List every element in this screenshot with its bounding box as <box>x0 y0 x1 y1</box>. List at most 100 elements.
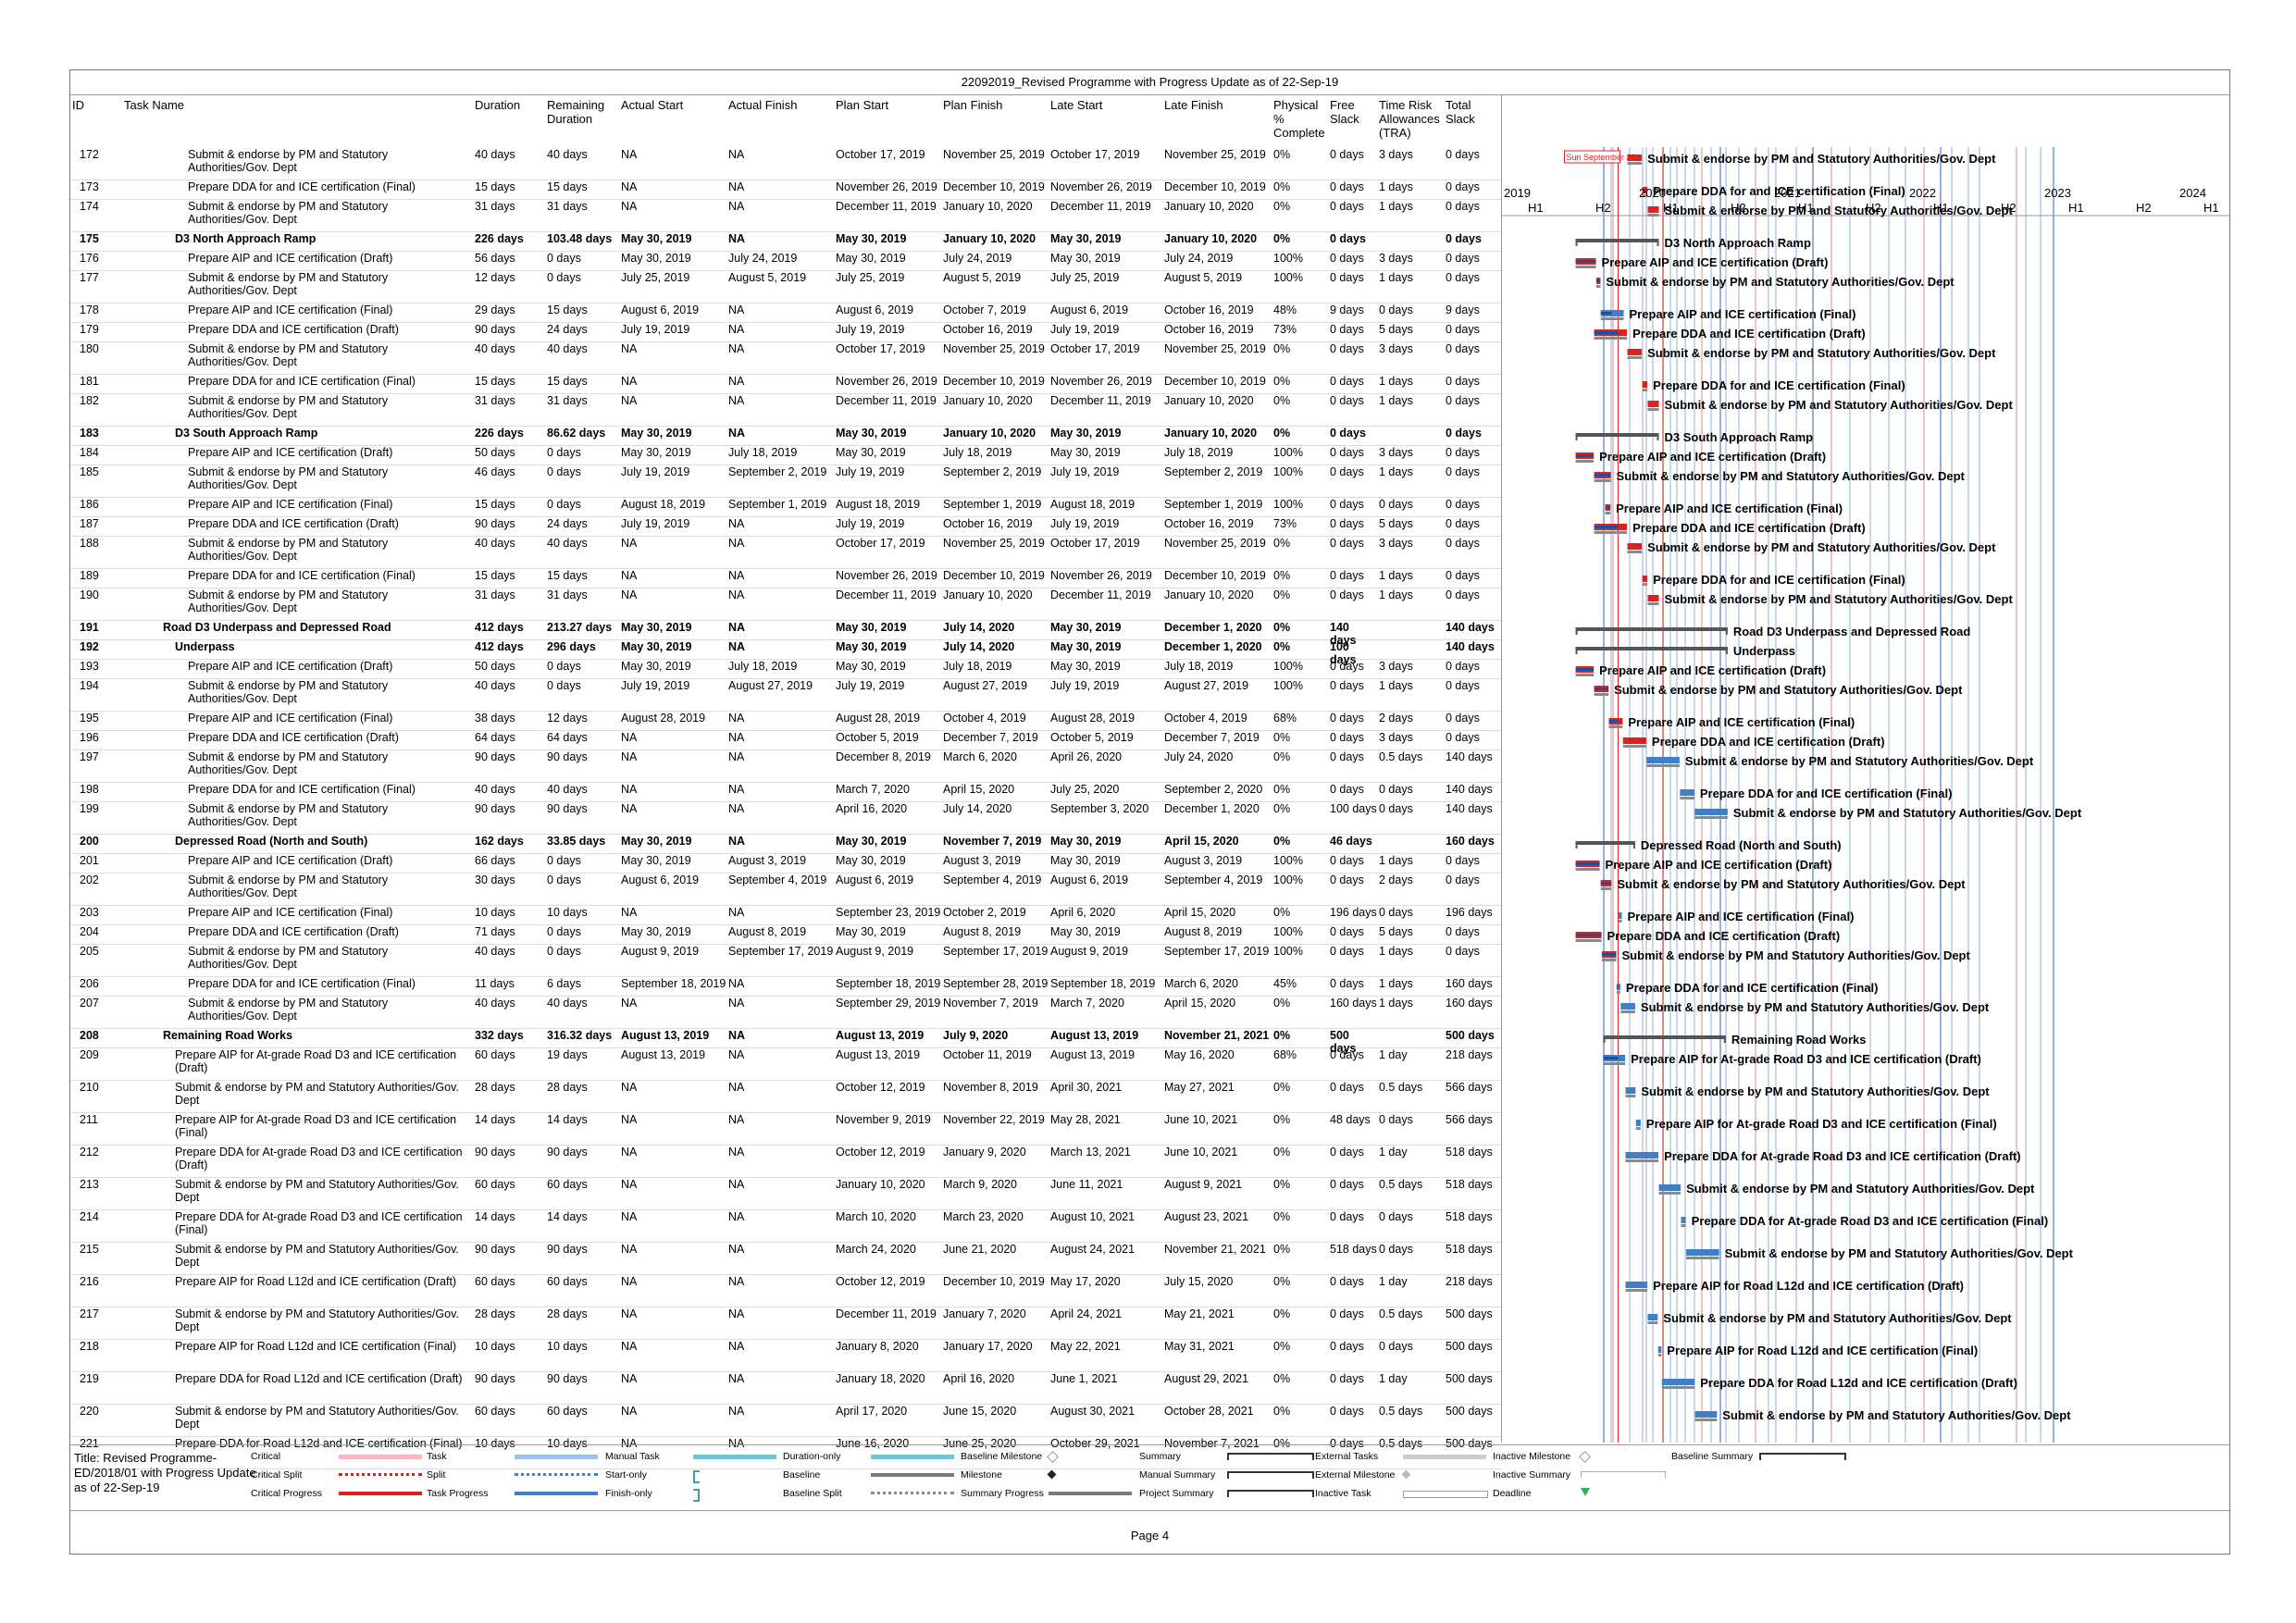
cell-name: Submit & endorse by PM and Statutory Aut… <box>188 588 389 614</box>
col-header-late-start[interactable]: Late Start <box>1050 98 1103 112</box>
gantt-bar-label: Submit & endorse by PM and Statutory Aut… <box>1664 204 2013 217</box>
task-row[interactable]: 209 Prepare AIP for At-grade Road D3 and … <box>70 1047 1501 1081</box>
legend-swatch <box>871 1473 954 1477</box>
task-row[interactable]: 202 Submit & endorse by PM and Statutory … <box>70 873 1501 906</box>
task-row[interactable]: 189 Prepare DDA for and ICE certification… <box>70 568 1501 588</box>
legend-swatch <box>1049 1492 1132 1495</box>
cell-astart: May 30, 2019 <box>621 252 691 265</box>
cell-pfinish: November 22, 2019 <box>943 1113 1045 1126</box>
task-row[interactable]: 204 Prepare DDA and ICE certification (Dr… <box>70 924 1501 945</box>
col-header-plan-finish[interactable]: Plan Finish <box>943 98 1003 112</box>
cell-astart: August 6, 2019 <box>621 873 700 886</box>
cell-pfinish: October 7, 2019 <box>943 304 1026 316</box>
col-header-free-slack[interactable]: Free Slack <box>1330 98 1359 126</box>
task-row[interactable]: 221 Prepare DDA for Road L12d and ICE cer… <box>70 1436 1501 1469</box>
legend-box: Title: Revised Programme- ED/2018/01 wit… <box>70 1444 2229 1511</box>
cell-free: 518 days <box>1330 1243 1377 1256</box>
task-row[interactable]: 175 D3 North Approach Ramp 226 days 103.48 … <box>70 231 1501 252</box>
task-row[interactable]: 194 Submit & endorse by PM and Statutory … <box>70 678 1501 712</box>
cell-duration: 50 days <box>475 660 515 673</box>
task-row[interactable]: 185 Submit & endorse by PM and Statutory … <box>70 465 1501 498</box>
task-row[interactable]: 193 Prepare AIP and ICE certification (Dr… <box>70 659 1501 679</box>
task-row[interactable]: 217 Submit & endorse by PM and Statutory … <box>70 1307 1501 1340</box>
task-row[interactable]: 210 Submit & endorse by PM and Statutory … <box>70 1080 1501 1113</box>
cell-remaining: 33.85 days <box>547 835 606 848</box>
cell-astart: NA <box>621 1178 638 1191</box>
task-row[interactable]: 208 Remaining Road Works 332 days 316.32 da… <box>70 1028 1501 1055</box>
cell-pct: 100% <box>1273 925 1303 938</box>
col-header-actual-finish[interactable]: Actual Finish <box>728 98 798 112</box>
cell-lfinish: January 10, 2020 <box>1164 200 1254 213</box>
cell-pct: 0% <box>1273 1275 1291 1288</box>
task-row[interactable]: 186 Prepare AIP and ICE certification (Fi… <box>70 497 1501 517</box>
task-row[interactable]: 178 Prepare AIP and ICE certification (Fi… <box>70 303 1501 323</box>
task-row[interactable]: 192 Underpass 412 days 296 days May 30, 2019… <box>70 639 1501 666</box>
task-row[interactable]: 188 Submit & endorse by PM and Statutory … <box>70 536 1501 569</box>
cell-tra: 0 days <box>1379 1340 1413 1353</box>
task-row[interactable]: 182 Submit & endorse by PM and Statutory … <box>70 393 1501 427</box>
gantt-bar-label: Depressed Road (North and South) <box>1641 838 1842 852</box>
col-header-late-finish[interactable]: Late Finish <box>1164 98 1223 112</box>
gantt-summary-cap <box>1575 841 1578 849</box>
cell-total: 0 days <box>1446 232 1482 245</box>
task-row[interactable]: 180 Submit & endorse by PM and Statutory … <box>70 341 1501 375</box>
cell-pfinish: July 18, 2019 <box>943 660 1012 673</box>
gantt-summary-bar <box>1603 1035 1726 1039</box>
cell-pct: 0% <box>1273 750 1291 763</box>
task-row[interactable]: 184 Prepare AIP and ICE certification (Dr… <box>70 445 1501 465</box>
gantt-bar-label: Submit & endorse by PM and Statutory Aut… <box>1733 806 2082 820</box>
cell-pfinish: March 23, 2020 <box>943 1210 1024 1223</box>
task-row[interactable]: 181 Prepare DDA for and ICE certification… <box>70 374 1501 394</box>
gantt-bar-label: Prepare DDA for and ICE certification (F… <box>1653 573 1905 587</box>
task-row[interactable]: 199 Submit & endorse by PM and Statutory … <box>70 801 1501 835</box>
task-row[interactable]: 216 Prepare AIP for Road L12d and ICE cer… <box>70 1274 1501 1307</box>
col-header-remaining-duration[interactable]: Remaining Duration <box>547 98 605 126</box>
table-gantt-divider[interactable] <box>1501 95 1502 1443</box>
task-row[interactable]: 198 Prepare DDA for and ICE certification… <box>70 782 1501 802</box>
col-header-id[interactable]: ID <box>72 98 84 112</box>
gantt-bar-label: Submit & endorse by PM and Statutory Aut… <box>1725 1246 2074 1260</box>
col-header-duration[interactable]: Duration <box>475 98 521 112</box>
col-header-plan-start[interactable]: Plan Start <box>836 98 889 112</box>
task-row[interactable]: 219 Prepare DDA for Road L12d and ICE cer… <box>70 1371 1501 1405</box>
cell-total: 0 days <box>1446 712 1480 725</box>
task-row[interactable]: 211 Prepare AIP for At-grade Road D3 and … <box>70 1112 1501 1146</box>
col-header-task-name[interactable]: Task Name <box>124 98 185 112</box>
task-row[interactable]: 172 Submit & endorse by PM and Statutory … <box>70 147 1501 180</box>
cell-id: 190 <box>80 588 99 601</box>
task-row[interactable]: 203 Prepare AIP and ICE certification (Fi… <box>70 905 1501 925</box>
col-header-tra[interactable]: Time Risk Allowances (TRA) <box>1379 98 1440 140</box>
task-row[interactable]: 220 Submit & endorse by PM and Statutory … <box>70 1404 1501 1437</box>
task-row[interactable]: 173 Prepare DDA for and ICE certification… <box>70 180 1501 200</box>
task-row[interactable]: 212 Prepare DDA for At-grade Road D3 and … <box>70 1145 1501 1178</box>
task-row[interactable]: 177 Submit & endorse by PM and Statutory … <box>70 270 1501 304</box>
task-row[interactable]: 218 Prepare AIP for Road L12d and ICE cer… <box>70 1339 1501 1372</box>
task-row[interactable]: 207 Submit & endorse by PM and Statutory … <box>70 996 1501 1029</box>
task-row[interactable]: 176 Prepare AIP and ICE certification (Dr… <box>70 251 1501 271</box>
task-row[interactable]: 214 Prepare DDA for At-grade Road D3 and … <box>70 1209 1501 1243</box>
cell-tra: 0 days <box>1379 1243 1413 1256</box>
task-row[interactable]: 195 Prepare AIP and ICE certification (Fi… <box>70 711 1501 731</box>
task-row[interactable]: 206 Prepare DDA for and ICE certification… <box>70 976 1501 997</box>
cell-lstart: August 10, 2021 <box>1050 1210 1136 1223</box>
task-row[interactable]: 174 Submit & endorse by PM and Statutory … <box>70 199 1501 232</box>
task-row[interactable]: 201 Prepare AIP and ICE certification (Dr… <box>70 853 1501 873</box>
task-row[interactable]: 190 Submit & endorse by PM and Statutory … <box>70 588 1501 621</box>
task-row[interactable]: 215 Submit & endorse by PM and Statutory … <box>70 1242 1501 1275</box>
task-row[interactable]: 179 Prepare DDA and ICE certification (Dr… <box>70 322 1501 342</box>
task-row[interactable]: 196 Prepare DDA and ICE certification (Dr… <box>70 730 1501 750</box>
task-row[interactable]: 205 Submit & endorse by PM and Statutory … <box>70 944 1501 977</box>
task-row[interactable]: 200 Depressed Road (North and South) 162 d… <box>70 834 1501 854</box>
gantt-progress-bar <box>1575 668 1595 671</box>
col-header-actual-start[interactable]: Actual Start <box>621 98 684 112</box>
cell-lfinish: October 16, 2019 <box>1164 323 1254 336</box>
cell-pct: 0% <box>1273 588 1291 601</box>
task-row[interactable]: 191 Road D3 Underpass and Depressed Road 4… <box>70 620 1501 647</box>
col-header-total-slack[interactable]: Total Slack <box>1446 98 1475 126</box>
task-row[interactable]: 197 Submit & endorse by PM and Statutory … <box>70 750 1501 783</box>
task-row[interactable]: 213 Submit & endorse by PM and Statutory … <box>70 1177 1501 1210</box>
task-row[interactable]: 183 D3 South Approach Ramp 226 days 86.62 d… <box>70 426 1501 446</box>
col-header-physical-complete[interactable]: Physical % Complete <box>1273 98 1325 140</box>
legend-label: Baseline Summary <box>1671 1451 1754 1462</box>
task-row[interactable]: 187 Prepare DDA and ICE certification (Dr… <box>70 516 1501 537</box>
